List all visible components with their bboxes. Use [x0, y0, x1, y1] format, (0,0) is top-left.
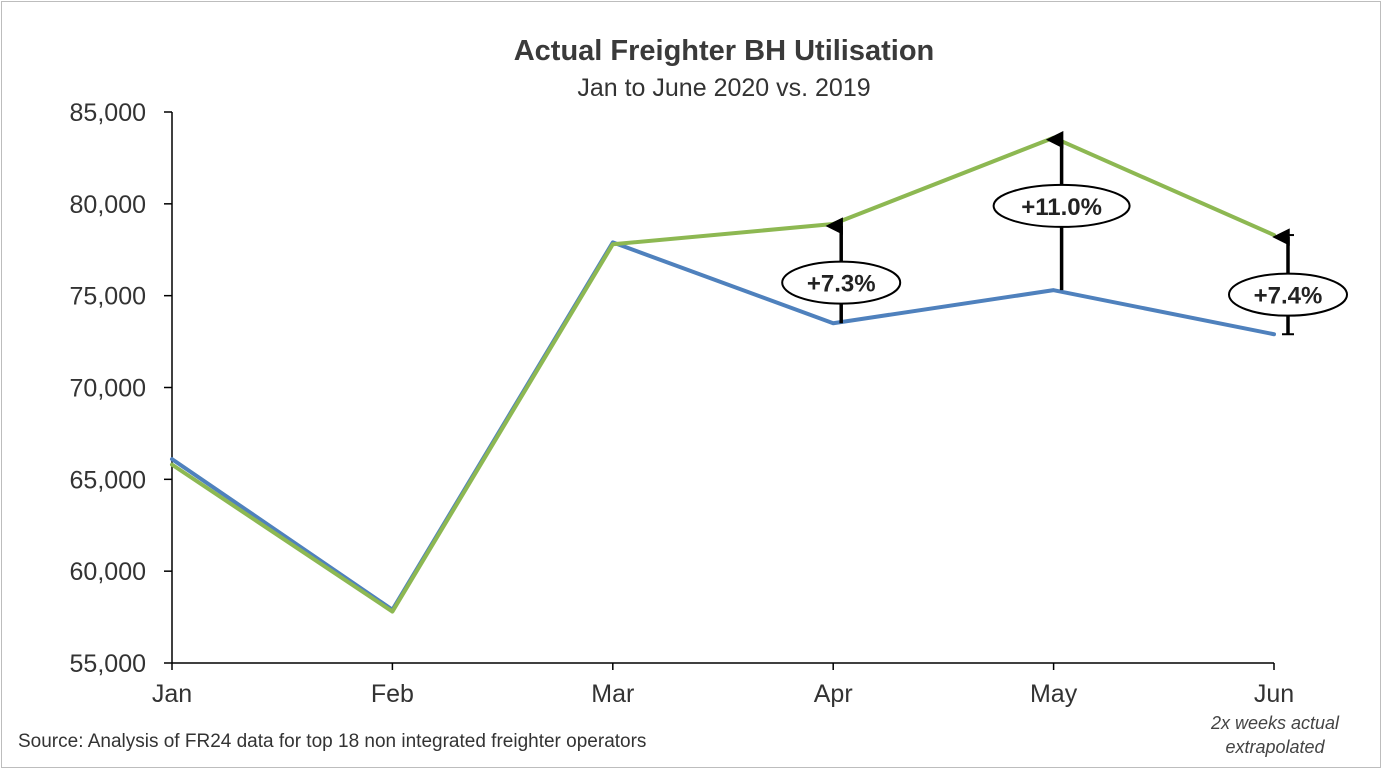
series-line-1: [170, 240, 1276, 612]
source-note: Source: Analysis of FR24 data for top 18…: [18, 731, 646, 752]
growth-label-jun: +7.4%: [1254, 283, 1323, 310]
series-line-2: [170, 135, 1276, 614]
y-tick-label: 80,000: [70, 191, 146, 219]
y-tick-label: 65,000: [70, 466, 146, 494]
growth-label-may: +11.0%: [1021, 194, 1102, 221]
y-tick-label: 85,000: [70, 99, 146, 127]
x-tick-label: Apr: [814, 680, 853, 708]
growth-label-bubble-may: [992, 183, 1131, 228]
x-axis-note-line-2: extrapolated: [1225, 737, 1325, 757]
growth-label-bubble-apr: [781, 260, 902, 305]
y-axis: 55,000 60,000 65,000 70,000 75,000 80,000 85,0…: [70, 99, 173, 678]
x-tick-label: Jan: [152, 680, 192, 708]
x-axis-note-line-1: 2x weeks actual: [1210, 713, 1340, 733]
y-tick-label: 70,000: [70, 375, 146, 403]
annotation-layer: +7.3% +11.0% +7.4%: [781, 130, 1348, 336]
growth-label-apr: +7.3%: [807, 271, 876, 298]
x-axis: Jan Feb Mar Apr May Jun: [152, 662, 1294, 708]
x-tick-label: Mar: [591, 680, 634, 708]
chart-title: Actual Freighter BH Utilisation: [514, 35, 935, 67]
y-tick-label: 60,000: [70, 558, 146, 586]
growth-label-bubble-jun: [1228, 272, 1348, 317]
y-tick-label: 55,000: [70, 650, 146, 678]
chart-subtitle: Jan to June 2020 vs. 2019: [577, 74, 870, 102]
x-tick-label: Feb: [371, 680, 414, 708]
series-layer: [170, 135, 1276, 614]
y-tick-label: 75,000: [70, 283, 146, 311]
x-tick-label: May: [1030, 680, 1078, 708]
x-tick-label: Jun: [1254, 680, 1294, 708]
